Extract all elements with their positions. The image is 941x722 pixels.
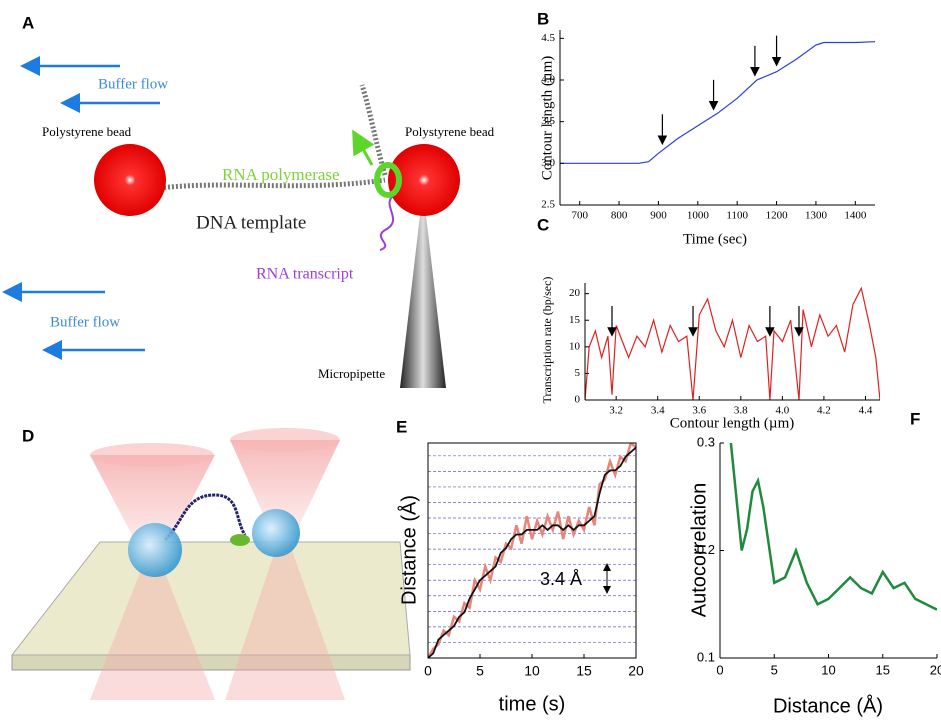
bead	[252, 509, 300, 557]
y-tick-label: 20	[569, 287, 581, 299]
x-tick-label: 800	[611, 210, 628, 222]
panel-letter: E	[396, 417, 407, 436]
y-tick-label: 0	[575, 394, 581, 406]
x-axis-label: Distance (Å)	[773, 694, 883, 717]
panel-letter: F	[910, 409, 920, 428]
y-tick-label: 5	[575, 367, 581, 379]
beam	[90, 443, 214, 467]
x-tick-label: 0	[424, 663, 432, 679]
label: Buffer flow	[50, 314, 120, 330]
y-axis-label: Distance (Å)	[397, 495, 420, 605]
x-tick-label: 3.4	[651, 405, 665, 417]
panel-letter: C	[537, 215, 549, 234]
rna	[380, 195, 394, 250]
label: Polystyrene bead	[405, 124, 495, 139]
x-tick-label: 5	[476, 663, 484, 679]
label: Polystyrene bead	[42, 124, 132, 139]
panel-letter: D	[22, 426, 34, 445]
x-axis-label: Contour length (µm)	[670, 415, 794, 431]
label: Buffer flow	[98, 76, 168, 92]
x-tick-label: 1300	[805, 210, 828, 222]
series-line	[731, 443, 937, 610]
x-tick-label: 15	[576, 663, 592, 679]
x-tick-label: 10	[821, 662, 835, 677]
dna	[362, 85, 385, 175]
x-tick-label: 3.2	[609, 405, 623, 417]
x-tick-label: 1400	[844, 210, 867, 222]
x-tick-label: 20	[628, 663, 644, 679]
panel-letter: A	[22, 13, 34, 32]
bead	[94, 144, 166, 216]
x-tick-label: 20	[930, 662, 941, 677]
panel-d: D	[12, 426, 410, 700]
x-axis-label: time (s)	[499, 693, 566, 715]
direction-arrow	[358, 140, 372, 165]
figure: A Buffer flow Buffer flow Polystyrene be…	[0, 0, 941, 722]
panel-a: A Buffer flow Buffer flow Polystyrene be…	[12, 13, 495, 388]
y-tick-label: 15	[569, 314, 581, 326]
label: Micropipette	[318, 366, 385, 381]
slide	[12, 542, 410, 655]
series-line	[560, 42, 875, 164]
y-tick-label: 2.5	[541, 199, 555, 211]
y-tick-label: 4.5	[541, 32, 555, 44]
slide-edge	[12, 655, 410, 670]
y-axis-label: Autocorrelation	[688, 483, 710, 618]
series-line	[585, 288, 880, 400]
label: RNA transcript	[256, 266, 354, 283]
x-tick-label: 1100	[726, 210, 748, 222]
x-tick-label: 1200	[766, 210, 789, 222]
page: {"panel_a": {"letter": "A", "buffer_flow…	[0, 0, 941, 722]
label: RNA polymerase	[222, 165, 340, 184]
x-tick-label: 15	[876, 662, 890, 677]
x-tick-label: 900	[650, 210, 667, 222]
y-tick-label: 0.3	[697, 434, 715, 449]
bead	[128, 523, 182, 577]
y-axis-label: Transcription rate (bp/sec)	[540, 277, 554, 404]
x-tick-label: 4.4	[859, 405, 873, 417]
y-tick-label: 10	[569, 340, 581, 352]
x-tick-label: 10	[524, 663, 540, 679]
pipette	[400, 215, 446, 388]
annotation: 3.4 Å	[540, 569, 582, 589]
x-tick-label: 5	[771, 662, 778, 677]
y-tick-label: 0.1	[697, 649, 715, 664]
x-axis-label: Time (sec)	[683, 231, 747, 247]
panel-letter: B	[537, 9, 549, 28]
polymerase	[230, 534, 250, 546]
x-tick-label: 4.2	[817, 405, 831, 417]
beam	[230, 428, 340, 452]
x-tick-label: 0	[716, 662, 723, 677]
label: DNA template	[196, 212, 306, 233]
y-axis-label: Contour length (µm)	[539, 56, 555, 180]
x-tick-label: 700	[571, 210, 588, 222]
x-tick-label: 1000	[687, 210, 710, 222]
